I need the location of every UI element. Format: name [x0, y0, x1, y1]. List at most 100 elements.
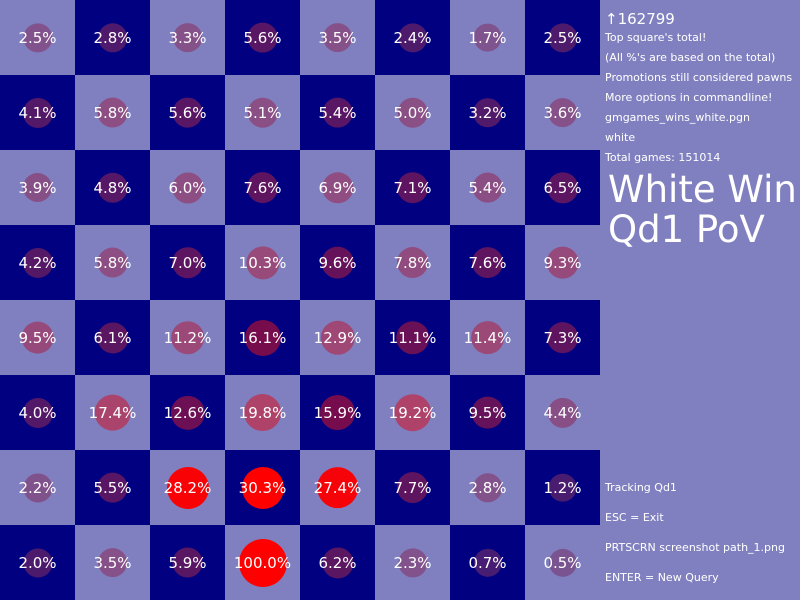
board-square[interactable]: 7.8%: [375, 225, 450, 300]
board-square[interactable]: 15.9%: [300, 375, 375, 450]
query-title: White Win Qd1 PoV: [608, 170, 797, 249]
board-square[interactable]: 4.8%: [75, 150, 150, 225]
heat-dot: [246, 171, 279, 204]
board-square[interactable]: 2.8%: [75, 0, 150, 75]
board-square[interactable]: 2.2%: [0, 450, 75, 525]
board-square[interactable]: 5.6%: [150, 75, 225, 150]
board-square[interactable]: 9.3%: [525, 225, 600, 300]
square-percentage: 7.6%: [243, 178, 282, 197]
board-square[interactable]: 7.7%: [375, 450, 450, 525]
board-square[interactable]: 6.5%: [525, 150, 600, 225]
board-square[interactable]: 2.5%: [525, 0, 600, 75]
board-square[interactable]: 19.2%: [375, 375, 450, 450]
board-square[interactable]: 3.5%: [300, 0, 375, 75]
board-square[interactable]: 9.6%: [300, 225, 375, 300]
square-percentage: 3.5%: [93, 553, 132, 572]
board-square[interactable]: 5.4%: [300, 75, 375, 150]
board-square[interactable]: 4.1%: [0, 75, 75, 150]
heat-dot: [473, 23, 502, 52]
board-square[interactable]: 9.5%: [0, 300, 75, 375]
board-square[interactable]: 6.0%: [150, 150, 225, 225]
board-square[interactable]: 0.7%: [450, 525, 525, 600]
board-square[interactable]: 6.2%: [300, 525, 375, 600]
heatmap-board[interactable]: 2.5% 2.8% 3.3% 5.6% 3.5% 2.4% 1.7% 2.5% 4.1% 5.8%…: [0, 0, 600, 600]
board-square[interactable]: 5.4%: [450, 150, 525, 225]
board-square[interactable]: 11.4%: [450, 300, 525, 375]
board-square[interactable]: 2.3%: [375, 525, 450, 600]
board-square[interactable]: 2.0%: [0, 525, 75, 600]
board-square[interactable]: 11.2%: [150, 300, 225, 375]
square-percentage: 17.4%: [88, 403, 137, 422]
query-title-line1: White Win: [608, 168, 797, 211]
heat-dot: [243, 393, 282, 432]
board-square[interactable]: 30.3%: [225, 450, 300, 525]
board-square[interactable]: 5.9%: [150, 525, 225, 600]
board-square[interactable]: 11.1%: [375, 300, 450, 375]
board-square[interactable]: 27.4%: [300, 450, 375, 525]
square-percentage: 100.0%: [233, 553, 292, 572]
square-percentage: 9.5%: [468, 403, 507, 422]
board-square[interactable]: 5.6%: [225, 0, 300, 75]
heat-dot: [319, 394, 356, 431]
board-square[interactable]: 3.5%: [75, 525, 150, 600]
board-square[interactable]: 5.1%: [225, 75, 300, 150]
board-square[interactable]: 0.5%: [525, 525, 600, 600]
board-square[interactable]: 3.9%: [0, 150, 75, 225]
board-square[interactable]: 28.2%: [150, 450, 225, 525]
board-square[interactable]: 5.0%: [375, 75, 450, 150]
screenshot-hint[interactable]: PRTSCRN screenshot path_1.png: [605, 541, 785, 554]
board-square[interactable]: 7.6%: [225, 150, 300, 225]
heat-dot: [170, 395, 205, 430]
board-square[interactable]: 5.8%: [75, 75, 150, 150]
new-query-hint[interactable]: ENTER = New Query: [605, 571, 719, 584]
board-square[interactable]: 5.8%: [75, 225, 150, 300]
board-square[interactable]: 17.4%: [75, 375, 150, 450]
square-percentage: 15.9%: [313, 403, 362, 422]
board-square[interactable]: 1.2%: [525, 450, 600, 525]
heat-dot: [397, 547, 428, 578]
board-square[interactable]: 7.0%: [150, 225, 225, 300]
board-square[interactable]: 6.1%: [75, 300, 150, 375]
heat-dot: [22, 472, 53, 503]
square-percentage: 6.1%: [93, 328, 132, 347]
square-percentage: 2.5%: [543, 28, 582, 47]
board-square[interactable]: 7.3%: [525, 300, 600, 375]
board-square[interactable]: 2.4%: [375, 0, 450, 75]
board-square[interactable]: 3.3%: [150, 0, 225, 75]
square-percentage: 4.1%: [18, 103, 57, 122]
info-panel: ↑162799 Top square's total! (All %'s are…: [600, 0, 800, 600]
board-square[interactable]: 3.2%: [450, 75, 525, 150]
board-square[interactable]: 10.3%: [225, 225, 300, 300]
board-square[interactable]: 9.5%: [450, 375, 525, 450]
heat-dot: [322, 22, 353, 53]
board-square[interactable]: 4.0%: [0, 375, 75, 450]
board-square[interactable]: 19.8%: [225, 375, 300, 450]
esc-exit-hint[interactable]: ESC = Exit: [605, 511, 664, 524]
board-square[interactable]: 2.5%: [0, 0, 75, 75]
square-percentage: 2.8%: [468, 478, 507, 497]
board-square[interactable]: 5.5%: [75, 450, 150, 525]
board-square[interactable]: 4.4%: [525, 375, 600, 450]
board-square[interactable]: 1.7%: [450, 0, 525, 75]
board-square[interactable]: 7.6%: [450, 225, 525, 300]
heat-dot: [171, 246, 204, 279]
heat-dot: [247, 97, 278, 128]
heat-dot: [97, 247, 128, 278]
board-square[interactable]: 7.1%: [375, 150, 450, 225]
board-square[interactable]: 4.2%: [0, 225, 75, 300]
board-square[interactable]: 16.1%: [225, 300, 300, 375]
heat-dot: [321, 546, 354, 579]
board-square[interactable]: 12.9%: [300, 300, 375, 375]
top-square-total: ↑162799: [605, 10, 675, 28]
board-square[interactable]: 2.8%: [450, 450, 525, 525]
heat-dot: [172, 22, 203, 53]
heat-dot: [472, 97, 503, 128]
board-square[interactable]: 12.6%: [150, 375, 225, 450]
board-square[interactable]: 6.9%: [300, 150, 375, 225]
board-square[interactable]: 3.6%: [525, 75, 600, 150]
heat-dot: [97, 22, 128, 53]
square-percentage: 3.3%: [168, 28, 207, 47]
heat-dot: [546, 321, 579, 354]
board-square[interactable]: 100.0%: [225, 525, 300, 600]
square-percentage: 7.1%: [393, 178, 432, 197]
